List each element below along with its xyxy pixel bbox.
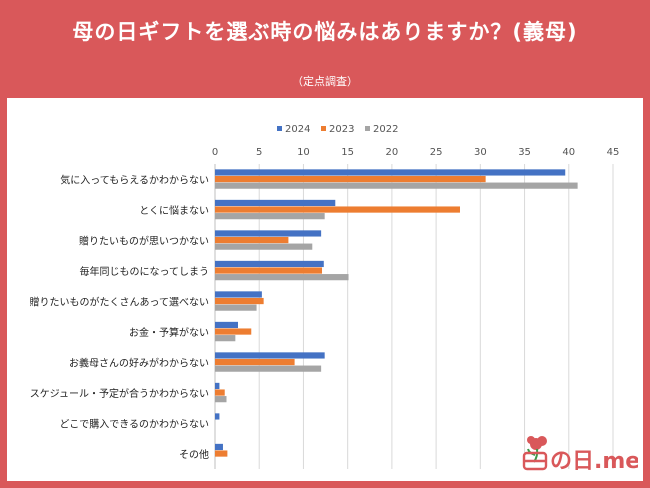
x-tick-label: 30	[474, 147, 487, 158]
bar	[215, 206, 460, 213]
logo-text: の日.me	[550, 449, 638, 474]
x-tick-label: 35	[518, 147, 531, 158]
bar	[215, 358, 295, 366]
category-label: スケジュール・予定が合うかわからない	[30, 387, 209, 400]
legend-label: 2022	[373, 124, 398, 135]
legend-label: 2024	[285, 124, 310, 135]
bar	[215, 230, 322, 237]
bar	[215, 267, 323, 274]
category-label: 贈りたいものがたくさんあって選べない	[30, 295, 210, 308]
bar	[215, 352, 325, 359]
bar	[215, 243, 313, 250]
bar	[215, 169, 566, 176]
x-tick-label: 20	[386, 147, 399, 158]
legend-swatch	[365, 126, 370, 131]
category-label: とくに悩まない	[139, 204, 209, 217]
bar	[215, 291, 262, 298]
legend-swatch	[277, 126, 282, 131]
category-label: 贈りたいものが思いつかない	[79, 234, 209, 247]
bar	[215, 274, 349, 281]
x-tick-label: 45	[607, 147, 620, 158]
bar	[215, 297, 264, 305]
bar	[215, 365, 322, 372]
x-tick-label: 5	[256, 147, 262, 158]
bar	[215, 199, 336, 207]
bar	[215, 382, 220, 390]
brand-logo: の日.me	[522, 436, 638, 474]
x-tick-label: 25	[430, 147, 443, 158]
category-label: お金・予算がない	[129, 326, 209, 339]
legend-swatch	[321, 126, 326, 131]
bar	[215, 328, 252, 335]
bar-chart: 0 5 10 15 20 25 30 35 40 45 気に入ってもらえるかわからないとくに悩まない…	[30, 124, 620, 469]
category-label: どこで購入できるのかわからない	[60, 417, 210, 430]
chart-title: 母の日ギフトを選ぶ時の悩みはありますか？(義母)	[72, 20, 578, 44]
chart-subtitle: （定点調査）	[292, 75, 358, 88]
x-tick-label: 40	[562, 147, 575, 158]
bar	[215, 389, 225, 396]
x-tick-label: 15	[341, 147, 354, 158]
bar	[215, 335, 236, 342]
category-label: お義母さんの好みがわからない	[69, 356, 209, 369]
bar	[215, 304, 257, 311]
bar	[215, 182, 578, 189]
legend-label: 2023	[329, 124, 354, 135]
bar	[215, 260, 324, 268]
category-label: 気に入ってもらえるかわからない	[60, 173, 209, 186]
category-label: その他	[179, 448, 209, 461]
carnation-icon	[527, 436, 547, 463]
category-label: 毎年同じものになってしまう	[80, 265, 210, 278]
bar	[215, 450, 228, 457]
x-tick-label: 10	[297, 147, 310, 158]
bar	[215, 413, 220, 420]
bar	[215, 443, 223, 451]
haha-mark	[522, 451, 548, 471]
bar	[215, 213, 325, 220]
chart-panel: 0 5 10 15 20 25 30 35 40 45 気に入ってもらえるかわからないとくに悩まない…	[7, 98, 643, 481]
x-tick-label: 0	[212, 147, 218, 158]
bar	[215, 175, 486, 183]
bar	[215, 396, 227, 403]
bar	[215, 236, 289, 244]
bar	[215, 321, 238, 329]
